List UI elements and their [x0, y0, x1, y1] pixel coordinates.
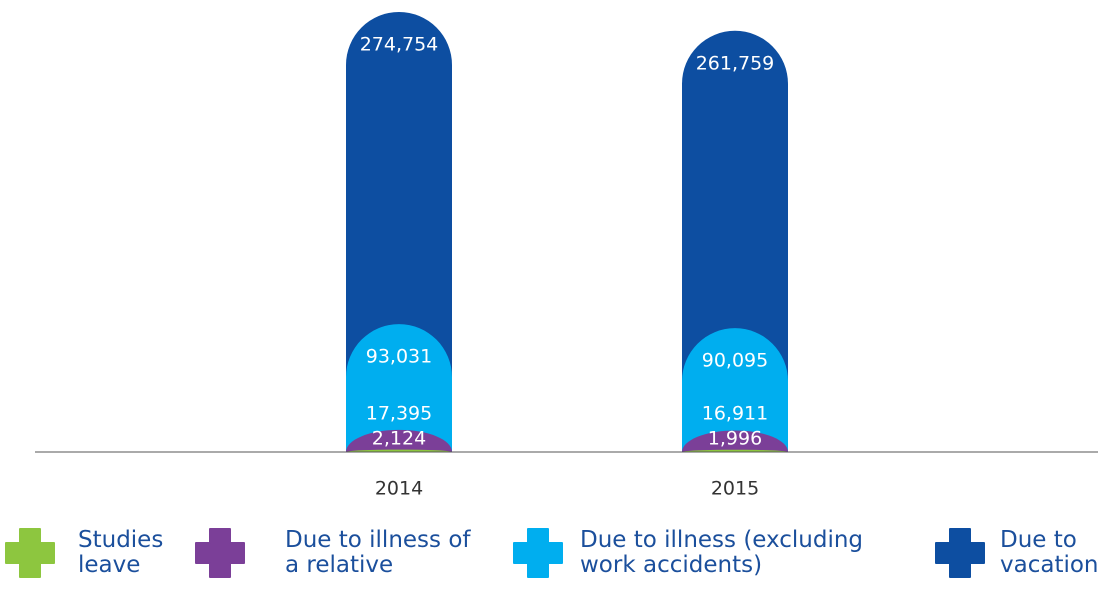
- legend-label: Studies leave: [78, 527, 164, 578]
- legend-label: Due to illness (excluding work accidents…: [580, 527, 864, 578]
- legend-label: Due to vacation: [1000, 527, 1099, 578]
- bar-segment: [346, 324, 453, 452]
- value-label: 93,031: [366, 346, 432, 368]
- value-label: 261,759: [696, 52, 775, 74]
- value-label: 90,095: [702, 350, 768, 372]
- legend-icon: [195, 528, 245, 578]
- value-label: 274,754: [360, 34, 439, 56]
- bar-segment: [682, 430, 788, 452]
- legend-icon: [935, 528, 985, 578]
- x-tick-label: 2014: [375, 478, 423, 500]
- legend-icon: [5, 528, 55, 578]
- bar-segment: [346, 449, 453, 452]
- value-label: 17,395: [366, 403, 432, 425]
- x-tick-label: 2015: [711, 478, 759, 500]
- value-label: 2,124: [372, 428, 426, 450]
- legend-icon: [513, 528, 563, 578]
- bar-segment: [682, 449, 788, 452]
- bar-segment: [346, 429, 453, 452]
- value-label: 1,996: [708, 428, 762, 450]
- value-label: 16,911: [702, 403, 768, 425]
- legend-label: Due to illness of a relative: [285, 527, 471, 578]
- bar-segment: [682, 328, 788, 452]
